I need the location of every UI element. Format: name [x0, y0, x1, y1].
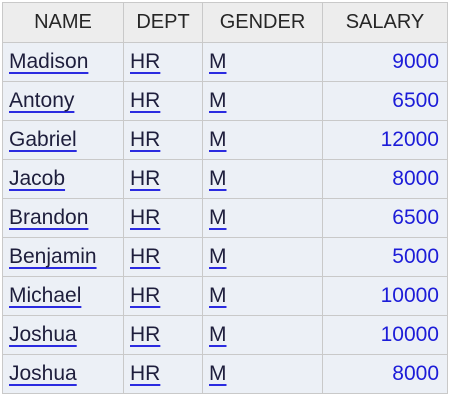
- name-cell-text: Jacob: [9, 167, 66, 190]
- salary-cell-text: 9000: [392, 50, 439, 73]
- name-cell-text: Joshua: [9, 323, 77, 346]
- column-header-gender[interactable]: GENDER: [202, 2, 323, 43]
- name-cell[interactable]: Joshua: [2, 315, 124, 355]
- dept-cell-text: HR: [130, 323, 161, 346]
- salary-cell[interactable]: 5000: [322, 237, 448, 277]
- table-row: Antony HR M 6500: [2, 81, 448, 121]
- name-cell-text: Antony: [9, 89, 75, 112]
- name-cell-text: Michael: [9, 284, 82, 307]
- salary-cell-text: 12000: [380, 128, 439, 151]
- dept-cell-text: HR: [130, 128, 161, 151]
- dept-cell-text: HR: [130, 245, 161, 268]
- salary-cell[interactable]: 10000: [322, 276, 448, 316]
- name-cell[interactable]: Michael: [2, 276, 124, 316]
- name-cell-text: Madison: [9, 50, 89, 73]
- gender-cell-text: M: [209, 323, 227, 346]
- gender-cell-text: M: [209, 167, 227, 190]
- dept-cell-text: HR: [130, 167, 161, 190]
- dept-cell-text: HR: [130, 362, 161, 385]
- gender-cell[interactable]: M: [202, 315, 323, 355]
- salary-cell[interactable]: 8000: [322, 354, 448, 394]
- salary-cell-text: 6500: [392, 89, 439, 112]
- gender-cell[interactable]: M: [202, 81, 323, 121]
- table-row: Joshua HR M 10000: [2, 315, 448, 355]
- name-cell[interactable]: Joshua: [2, 354, 124, 394]
- table-row: Benjamin HR M 5000: [2, 237, 448, 277]
- name-cell[interactable]: Brandon: [2, 198, 124, 238]
- column-header-name[interactable]: NAME: [2, 2, 124, 43]
- gender-cell-text: M: [209, 284, 227, 307]
- column-header-dept[interactable]: DEPT: [123, 2, 203, 43]
- gender-cell[interactable]: M: [202, 237, 323, 277]
- table-row: Joshua HR M 8000: [2, 354, 448, 394]
- table-row: Jacob HR M 8000: [2, 159, 448, 199]
- dept-cell[interactable]: HR: [123, 120, 203, 160]
- salary-cell[interactable]: 12000: [322, 120, 448, 160]
- column-header-salary[interactable]: SALARY: [322, 2, 448, 43]
- gender-cell[interactable]: M: [202, 198, 323, 238]
- gender-cell[interactable]: M: [202, 276, 323, 316]
- dept-cell[interactable]: HR: [123, 276, 203, 316]
- gender-cell[interactable]: M: [202, 120, 323, 160]
- gender-cell-text: M: [209, 128, 227, 151]
- salary-cell[interactable]: 8000: [322, 159, 448, 199]
- name-cell-text: Brandon: [9, 206, 89, 229]
- table-row: Gabriel HR M 12000: [2, 120, 448, 160]
- gender-cell-text: M: [209, 50, 227, 73]
- name-cell[interactable]: Benjamin: [2, 237, 124, 277]
- name-cell[interactable]: Madison: [2, 42, 124, 82]
- dept-cell[interactable]: HR: [123, 42, 203, 82]
- salary-cell[interactable]: 6500: [322, 198, 448, 238]
- name-cell[interactable]: Gabriel: [2, 120, 124, 160]
- table-row: Madison HR M 9000: [2, 42, 448, 82]
- salary-cell[interactable]: 9000: [322, 42, 448, 82]
- dept-cell[interactable]: HR: [123, 81, 203, 121]
- salary-cell-text: 8000: [392, 362, 439, 385]
- dept-cell-text: HR: [130, 89, 161, 112]
- data-table: NAME DEPT GENDER SALARY Madison HR M 9000 An…: [2, 2, 448, 394]
- dept-cell[interactable]: HR: [123, 198, 203, 238]
- salary-cell-text: 10000: [380, 323, 439, 346]
- dept-cell[interactable]: HR: [123, 315, 203, 355]
- salary-cell-text: 10000: [380, 284, 439, 307]
- salary-cell[interactable]: 10000: [322, 315, 448, 355]
- salary-cell-text: 5000: [392, 245, 439, 268]
- dept-cell-text: HR: [130, 206, 161, 229]
- salary-cell[interactable]: 6500: [322, 81, 448, 121]
- name-cell-text: Joshua: [9, 362, 77, 385]
- gender-cell-text: M: [209, 362, 227, 385]
- gender-cell[interactable]: M: [202, 159, 323, 199]
- dept-cell-text: HR: [130, 284, 161, 307]
- gender-cell-text: M: [209, 89, 227, 112]
- table-row: Brandon HR M 6500: [2, 198, 448, 238]
- gender-cell[interactable]: M: [202, 42, 323, 82]
- gender-cell[interactable]: M: [202, 354, 323, 394]
- salary-cell-text: 6500: [392, 206, 439, 229]
- name-cell-text: Gabriel: [9, 128, 77, 151]
- name-cell-text: Benjamin: [9, 245, 97, 268]
- salary-cell-text: 8000: [392, 167, 439, 190]
- table-row: Michael HR M 10000: [2, 276, 448, 316]
- name-cell[interactable]: Antony: [2, 81, 124, 121]
- gender-cell-text: M: [209, 245, 227, 268]
- dept-cell-text: HR: [130, 50, 161, 73]
- header-row: NAME DEPT GENDER SALARY: [2, 2, 448, 43]
- dept-cell[interactable]: HR: [123, 354, 203, 394]
- gender-cell-text: M: [209, 206, 227, 229]
- dept-cell[interactable]: HR: [123, 159, 203, 199]
- name-cell[interactable]: Jacob: [2, 159, 124, 199]
- dept-cell[interactable]: HR: [123, 237, 203, 277]
